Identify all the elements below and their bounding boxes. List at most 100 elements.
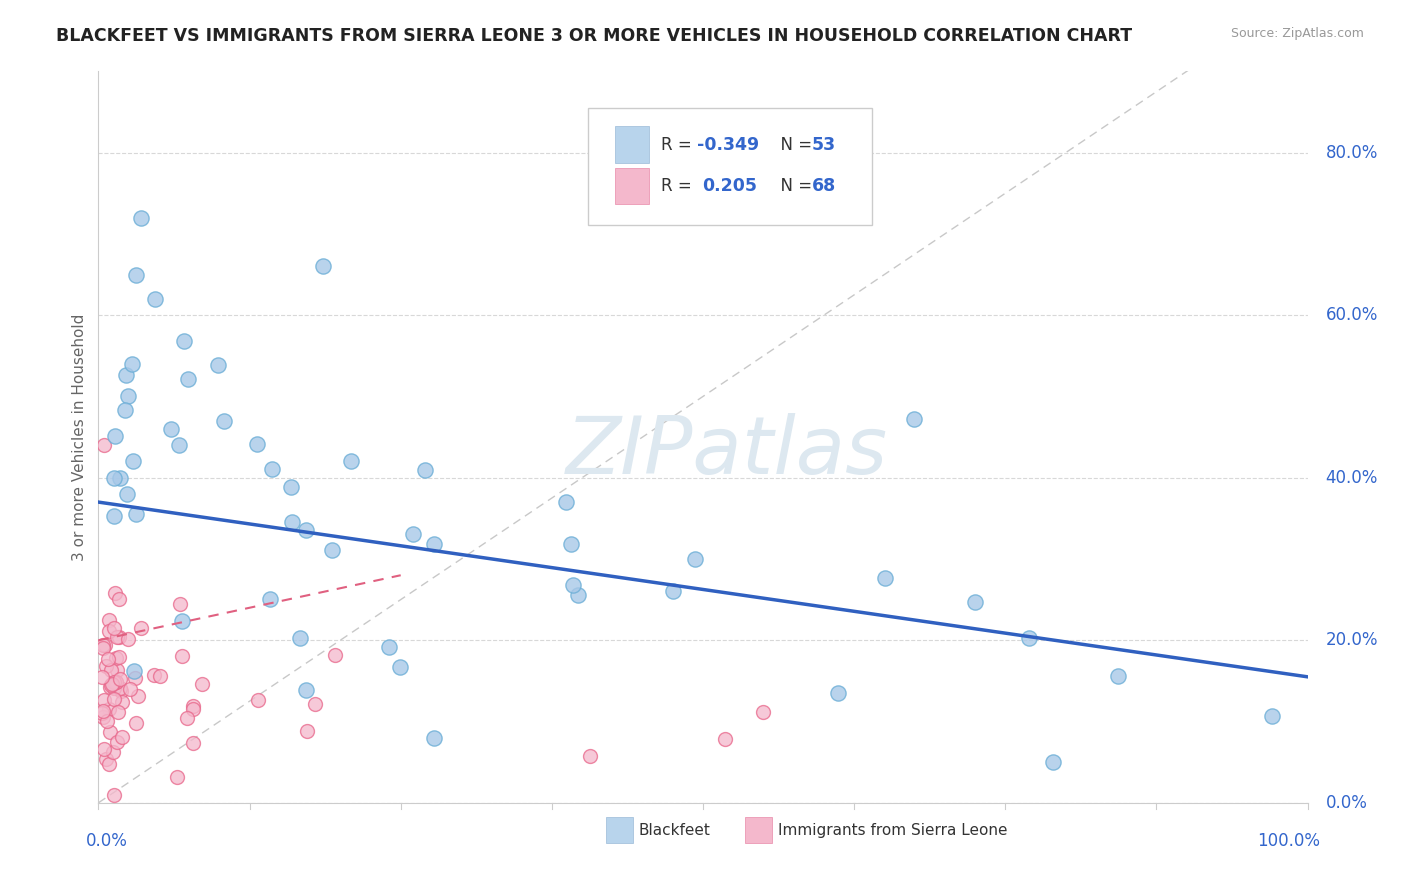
Point — [683, 552, 706, 566]
Text: N =: N = — [769, 136, 817, 153]
Point — [567, 588, 589, 602]
FancyBboxPatch shape — [588, 108, 872, 225]
Point — [423, 731, 446, 745]
Point — [247, 693, 270, 707]
Point — [111, 730, 134, 744]
Point — [259, 591, 281, 606]
Text: 100.0%: 100.0% — [1257, 832, 1320, 850]
Point — [98, 724, 121, 739]
Point — [122, 454, 145, 468]
Point — [129, 620, 152, 634]
Point — [100, 678, 122, 692]
Point — [149, 669, 172, 683]
Point — [100, 663, 122, 677]
Point — [191, 677, 214, 691]
Point — [90, 670, 112, 684]
Point — [1018, 631, 1040, 645]
Y-axis label: 3 or more Vehicles in Household: 3 or more Vehicles in Household — [72, 313, 87, 561]
Text: 53: 53 — [811, 136, 837, 153]
Text: R =: R = — [661, 178, 697, 195]
Point — [121, 357, 143, 371]
Point — [94, 752, 117, 766]
Point — [122, 664, 145, 678]
Point — [125, 507, 148, 521]
Text: N =: N = — [769, 178, 817, 195]
Point — [97, 756, 120, 771]
Point — [143, 667, 166, 681]
Point — [98, 613, 121, 627]
Point — [560, 537, 582, 551]
Point — [402, 527, 425, 541]
Point — [97, 624, 120, 638]
Point — [378, 640, 401, 654]
Point — [125, 716, 148, 731]
Point — [129, 211, 152, 225]
Point — [181, 698, 204, 713]
Point — [93, 742, 115, 756]
Point — [93, 693, 115, 707]
Point — [97, 652, 120, 666]
Point — [181, 736, 204, 750]
Point — [118, 682, 141, 697]
Point — [107, 705, 129, 719]
Point — [172, 648, 194, 663]
Text: ZIPatlas: ZIPatlas — [567, 413, 889, 491]
Point — [212, 414, 235, 428]
Point — [246, 437, 269, 451]
Point — [166, 771, 188, 785]
Bar — [606, 817, 633, 843]
Point — [117, 389, 139, 403]
Text: R =: R = — [661, 136, 697, 153]
Point — [340, 453, 363, 467]
Text: -0.349: -0.349 — [697, 136, 759, 153]
Point — [294, 523, 316, 537]
Point — [321, 542, 343, 557]
Point — [873, 571, 896, 585]
Point — [104, 429, 127, 443]
Point — [105, 674, 128, 689]
Point — [176, 711, 198, 725]
Point — [323, 648, 346, 662]
Point — [145, 292, 167, 306]
Point — [281, 515, 304, 529]
Point — [105, 631, 128, 645]
Point — [312, 259, 335, 273]
Point — [714, 731, 737, 746]
Point — [91, 709, 114, 723]
Point — [108, 591, 131, 606]
Point — [103, 586, 125, 600]
Text: Blackfeet: Blackfeet — [638, 822, 711, 838]
Point — [127, 689, 149, 703]
Point — [108, 681, 131, 695]
Bar — [614, 168, 648, 204]
Point — [555, 495, 578, 509]
Text: 0.0%: 0.0% — [86, 832, 128, 850]
Point — [965, 595, 987, 609]
Text: 60.0%: 60.0% — [1326, 306, 1378, 324]
Text: Immigrants from Sierra Leone: Immigrants from Sierra Leone — [778, 822, 1008, 838]
Point — [125, 268, 148, 282]
Point — [108, 471, 131, 485]
Point — [103, 674, 125, 689]
Point — [827, 686, 849, 700]
Point — [93, 638, 115, 652]
Point — [108, 630, 131, 644]
Text: 20.0%: 20.0% — [1326, 632, 1378, 649]
Point — [94, 659, 117, 673]
Point — [169, 597, 191, 611]
Point — [117, 632, 139, 646]
Point — [561, 578, 583, 592]
Point — [578, 748, 600, 763]
Point — [114, 403, 136, 417]
Point — [114, 368, 136, 382]
Point — [295, 682, 318, 697]
Point — [103, 788, 125, 802]
Point — [1107, 668, 1129, 682]
Point — [108, 672, 131, 686]
Point — [103, 681, 125, 695]
Point — [96, 714, 118, 728]
Point — [172, 614, 194, 628]
Point — [117, 487, 139, 501]
Text: 40.0%: 40.0% — [1326, 468, 1378, 487]
Point — [661, 584, 683, 599]
